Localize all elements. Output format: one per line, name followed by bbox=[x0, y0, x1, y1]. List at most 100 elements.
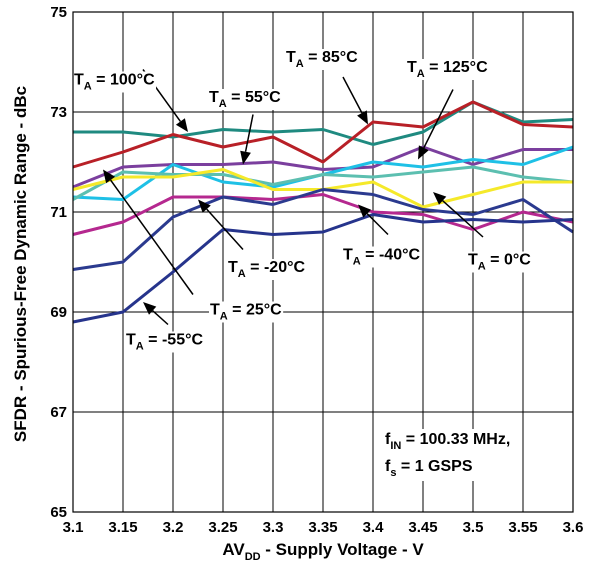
x-tick-label: 3.1 bbox=[63, 519, 84, 536]
x-tick-label: 3.35 bbox=[308, 519, 337, 536]
annotation-label-bg bbox=[285, 49, 360, 70]
annotation-label: TA = -40°C bbox=[343, 247, 420, 268]
annotation-arrowhead bbox=[103, 169, 116, 184]
annotation-arrowhead bbox=[198, 199, 211, 213]
annotation-label-bg bbox=[208, 89, 283, 110]
series-line bbox=[72, 165, 574, 201]
annotation-label: TA = 55°C bbox=[209, 89, 281, 110]
annotation-label: TA = 100°C bbox=[74, 72, 155, 93]
annotation-leader-line bbox=[366, 213, 389, 236]
annotation-main: T bbox=[126, 332, 136, 349]
annotation-rest: = -40°C bbox=[361, 247, 421, 264]
annotation-sub: A bbox=[353, 256, 361, 268]
annotation-rest: = 125°C bbox=[425, 59, 488, 76]
annotation-sub: A bbox=[220, 311, 228, 323]
annotation-main: T bbox=[228, 259, 238, 276]
annotation-sub: A bbox=[136, 341, 144, 353]
x-tick-labels: 3.1 3.15 3.2 3.25 3.3 3.35 3.4 3.45 3.5 3.55 3.6 bbox=[63, 519, 584, 536]
annotation-arrowhead bbox=[418, 145, 429, 160]
annotation-rest: = 100°C bbox=[92, 72, 155, 89]
x-axis-title-main: AV bbox=[222, 540, 245, 559]
annotation-leader-line bbox=[423, 89, 454, 149]
plot-frame bbox=[72, 11, 574, 513]
annotation-label-bg bbox=[209, 301, 284, 323]
series-line bbox=[72, 188, 574, 271]
x-tick-label: 3.5 bbox=[463, 519, 484, 536]
annotation-label-bg bbox=[467, 251, 533, 273]
annotation-main: T bbox=[286, 49, 296, 66]
annotation-label: TA = -20°C bbox=[228, 259, 305, 280]
annotation-rest: = 85°C bbox=[304, 49, 358, 66]
x-tick-label: 3.25 bbox=[208, 519, 237, 536]
condition-rest: = 100.33 MHz, bbox=[401, 431, 510, 448]
x-tick-label: 3.2 bbox=[163, 519, 184, 536]
condition-main: f bbox=[385, 458, 391, 475]
annotation-label-bg bbox=[125, 331, 205, 353]
x-axis-title-sub: DD bbox=[245, 551, 261, 561]
annotation-arrowhead bbox=[433, 192, 447, 205]
annotation-rest: = 25°C bbox=[228, 302, 282, 319]
y-tick-label: 69 bbox=[50, 304, 67, 321]
annotation-main: T bbox=[343, 247, 353, 264]
annotation-arrowhead bbox=[240, 150, 251, 165]
annotation-arrowhead bbox=[143, 302, 157, 315]
y-tick-label: 67 bbox=[50, 404, 67, 421]
series-lines bbox=[72, 100, 574, 324]
annotations: TA = 100°CTA = 85°CTA = 55°CTA = 125°CTA… bbox=[73, 49, 533, 353]
annotation-main: T bbox=[74, 72, 84, 89]
annotation-sub: A bbox=[238, 268, 246, 280]
condition-line: fIN = 100.33 MHz, bbox=[385, 431, 510, 452]
annotation-main: T bbox=[407, 59, 417, 76]
annotation-leader-line bbox=[342, 76, 363, 114]
condition-sub: IN bbox=[390, 440, 401, 452]
condition-rest: = 1 GSPS bbox=[396, 458, 472, 475]
annotation-rest: = 0°C bbox=[486, 252, 532, 269]
x-tick-label: 3.45 bbox=[408, 519, 437, 536]
annotation-leader-line bbox=[244, 114, 254, 152]
annotation-label: TA = 125°C bbox=[407, 59, 488, 80]
condition-sub: s bbox=[390, 467, 396, 479]
annotation-sub: A bbox=[296, 58, 304, 70]
y-axis-title: SFDR - Spurious-Free Dynamic Range - dBc bbox=[11, 86, 30, 442]
x-tick-label: 3.55 bbox=[508, 519, 537, 536]
condition-line: fs = 1 GSPS bbox=[385, 458, 473, 479]
condition-main: f bbox=[385, 431, 391, 448]
annotation-main: T bbox=[210, 302, 220, 319]
series-line bbox=[72, 213, 574, 324]
annotation-leader-line bbox=[206, 208, 244, 251]
y-tick-label: 75 bbox=[50, 4, 67, 21]
annotation-label: TA = -55°C bbox=[126, 332, 203, 353]
annotation-rest: = 55°C bbox=[227, 89, 281, 106]
y-tick-label: 71 bbox=[50, 204, 67, 221]
annotation-label-bg bbox=[73, 71, 157, 93]
x-tick-label: 3.3 bbox=[263, 519, 284, 536]
annotation-leader-line bbox=[442, 200, 484, 238]
test-conditions: fIN = 100.33 MHz,fs = 1 GSPS bbox=[382, 429, 514, 481]
annotation-main: T bbox=[209, 89, 219, 106]
y-tick-label: 73 bbox=[50, 104, 67, 121]
annotation-sub: A bbox=[417, 68, 425, 80]
annotation-rest: = -55°C bbox=[144, 332, 204, 349]
annotation-leader-line bbox=[109, 179, 194, 295]
annotation-sub: A bbox=[84, 81, 92, 93]
annotation-label-bg bbox=[227, 259, 307, 280]
conditions-bg bbox=[382, 429, 514, 481]
annotation-sub: A bbox=[219, 98, 227, 110]
y-tick-label: 65 bbox=[50, 504, 67, 521]
annotation-label-bg bbox=[406, 59, 490, 80]
x-axis-title: AVDD - Supply Voltage - V bbox=[222, 540, 424, 561]
annotation-label: TA = 25°C bbox=[210, 302, 282, 323]
annotation-leader-line bbox=[152, 310, 169, 326]
x-axis-title-rest: - Supply Voltage - V bbox=[261, 540, 425, 559]
series-line bbox=[72, 145, 573, 189]
annotation-label: TA = 0°C bbox=[468, 252, 531, 273]
x-tick-label: 3.4 bbox=[363, 519, 385, 536]
annotation-main: T bbox=[468, 252, 478, 269]
y-tick-labels: 65 67 69 71 73 75 bbox=[50, 4, 67, 521]
annotation-rest: = -20°C bbox=[246, 259, 306, 276]
annotation-arrowhead bbox=[175, 118, 188, 132]
annotation-sub: A bbox=[478, 261, 486, 273]
series-line bbox=[72, 193, 574, 236]
annotation-arrowhead bbox=[357, 110, 368, 125]
